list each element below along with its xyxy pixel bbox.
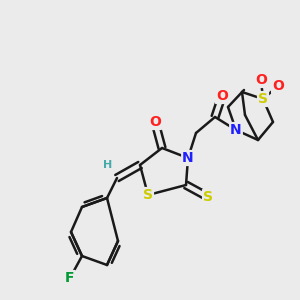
Text: H: H — [103, 160, 112, 170]
Text: N: N — [182, 151, 194, 165]
Text: O: O — [255, 73, 267, 87]
Text: F: F — [65, 271, 75, 285]
Text: S: S — [143, 188, 153, 202]
Text: O: O — [272, 79, 284, 93]
Text: O: O — [149, 115, 161, 129]
Text: S: S — [258, 92, 268, 106]
Text: O: O — [216, 89, 228, 103]
Text: N: N — [230, 123, 242, 137]
Text: S: S — [203, 190, 213, 204]
